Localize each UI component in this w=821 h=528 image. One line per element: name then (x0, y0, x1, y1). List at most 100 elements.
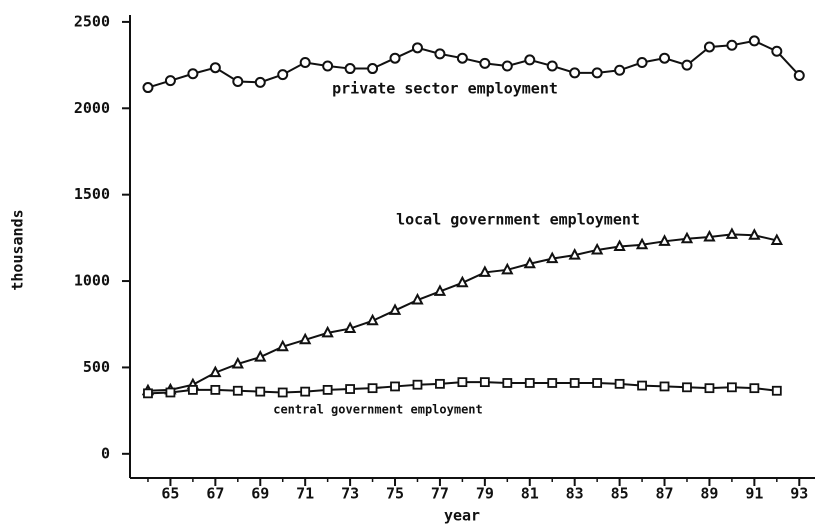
y-tick-label: 1000 (74, 272, 110, 290)
point (345, 384, 355, 394)
point (546, 60, 558, 72)
series-label: central government employment (273, 403, 483, 417)
point (659, 381, 670, 392)
point (209, 62, 221, 74)
point (209, 365, 222, 378)
point (680, 231, 694, 244)
point (435, 378, 445, 389)
point (411, 42, 423, 54)
point (501, 262, 514, 275)
point (344, 63, 356, 75)
point (231, 356, 244, 369)
point (726, 39, 738, 51)
point (659, 52, 671, 64)
x-tick-label: 73 (341, 485, 359, 503)
point (165, 387, 176, 398)
point (635, 237, 649, 250)
point (592, 378, 603, 388)
point (502, 378, 513, 388)
y-tick-label: 1500 (74, 185, 110, 203)
point (142, 82, 154, 94)
point (457, 377, 468, 388)
point (478, 265, 492, 277)
point (613, 239, 626, 251)
point (749, 383, 760, 394)
point (547, 378, 558, 388)
point (568, 248, 581, 260)
x-tick-label: 77 (431, 485, 449, 503)
point (479, 377, 490, 388)
point (703, 41, 715, 53)
point (770, 233, 783, 245)
series-label: local government employment (396, 211, 640, 229)
point (210, 384, 221, 395)
point (636, 57, 648, 69)
x-axis-label: year (444, 507, 480, 525)
point (321, 325, 334, 338)
point (367, 383, 378, 394)
point (681, 59, 693, 71)
point (187, 68, 199, 80)
point (658, 234, 671, 246)
x-tick-label: 89 (700, 485, 718, 503)
y-axis-label: thousands (9, 209, 27, 290)
point (456, 275, 469, 288)
point (569, 378, 580, 388)
point (232, 385, 243, 396)
point (322, 384, 333, 395)
point (367, 63, 379, 75)
point (299, 57, 311, 69)
point (322, 60, 334, 72)
point (727, 382, 737, 393)
point (299, 332, 312, 345)
point (277, 387, 288, 398)
point (524, 378, 535, 388)
point (725, 227, 739, 239)
point (546, 251, 559, 264)
y-tick-label: 2000 (74, 99, 110, 117)
point (569, 67, 581, 79)
point (501, 60, 513, 72)
point (276, 339, 289, 352)
x-tick-label: 85 (611, 485, 629, 503)
y-tick-label: 500 (83, 358, 110, 376)
point (704, 383, 715, 394)
y-tick-label: 0 (101, 444, 110, 462)
point (591, 67, 603, 79)
point (793, 69, 805, 81)
point (164, 75, 176, 87)
point (771, 45, 783, 57)
point (143, 388, 153, 399)
x-tick-label: 69 (251, 485, 269, 503)
point (254, 349, 267, 362)
x-tick-label: 91 (745, 485, 763, 503)
point (524, 54, 536, 66)
x-tick-label: 87 (655, 485, 673, 503)
x-tick-label: 65 (161, 485, 179, 503)
point (388, 303, 402, 315)
point (590, 242, 604, 255)
x-tick-label: 81 (521, 485, 539, 503)
point (300, 386, 311, 397)
point (456, 52, 468, 64)
series-label: private sector employment (332, 80, 558, 98)
point (479, 57, 491, 69)
x-tick-label: 67 (206, 485, 224, 503)
point (748, 35, 760, 47)
point (614, 64, 626, 76)
point (277, 69, 289, 81)
x-tick-label: 83 (566, 485, 584, 503)
point (254, 76, 266, 88)
x-tick-label: 75 (386, 485, 404, 503)
point (411, 292, 424, 305)
point (366, 313, 379, 326)
point (389, 52, 401, 64)
point (433, 284, 447, 296)
point (255, 386, 266, 397)
y-tick-label: 2500 (74, 12, 110, 30)
point (771, 385, 782, 396)
point (523, 256, 536, 269)
point (187, 384, 198, 395)
point (434, 48, 446, 60)
